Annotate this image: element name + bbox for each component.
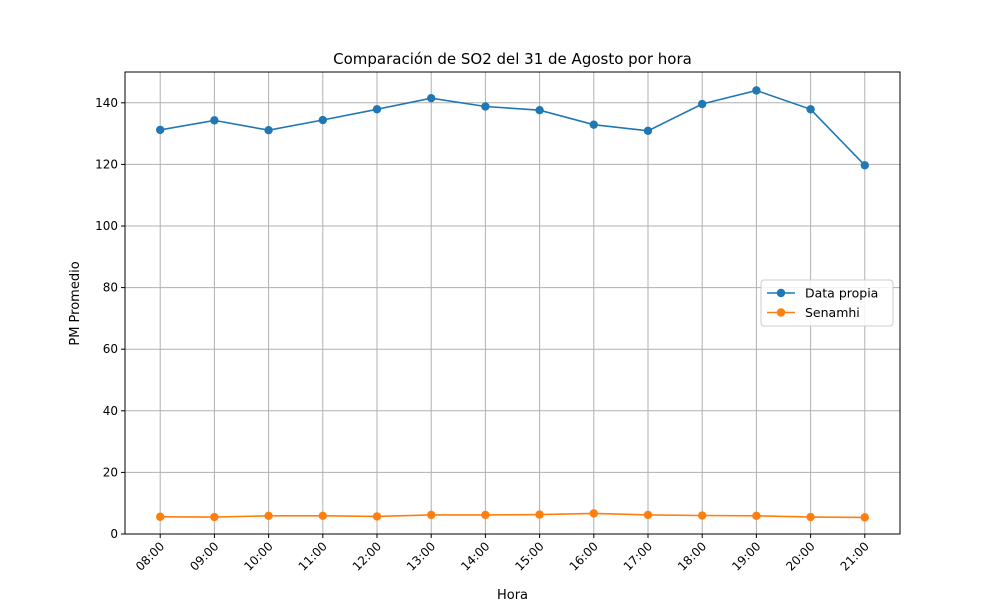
x-tick-label: 14:00 [458, 539, 492, 573]
series-line-1 [160, 512, 865, 519]
data-point-1 [535, 510, 544, 519]
data-point-1 [427, 510, 436, 520]
data-point-1 [643, 510, 653, 520]
x-axis-label: Hora [497, 588, 528, 600]
y-tick-label: 140 [95, 96, 118, 110]
data-point-0 [860, 161, 869, 170]
data-point-1 [210, 512, 219, 522]
data-point-0 [264, 126, 273, 135]
legend-marker-1 [776, 308, 786, 317]
plot-frame [124, 71, 901, 535]
data-point-1 [264, 511, 273, 521]
y-tick-label: 80 [103, 281, 118, 295]
y-tick-label: 100 [95, 219, 118, 233]
y-axis-label: PM Promedio [68, 261, 83, 345]
x-tick-label: 17:00 [621, 539, 655, 573]
series-line-0 [160, 89, 866, 166]
data-point-0 [643, 126, 653, 136]
legend-marker-0 [776, 288, 786, 298]
y-tick-label: 20 [103, 465, 118, 479]
axis-ticks: 08:00 09:00 10:00 11:00 12:00 13:00 14:00 15:00… [95, 96, 872, 574]
x-tick-label: 21:00 [838, 539, 872, 573]
x-tick-label: 20:00 [783, 539, 817, 573]
y-tick-label: 120 [95, 157, 118, 171]
data-point-0 [589, 120, 598, 129]
legend-label-1: Senamhi [805, 305, 860, 320]
data-point-1 [589, 509, 598, 518]
legend: Data propia Senamhi [760, 279, 894, 327]
series-layer [156, 86, 869, 522]
data-point-0 [210, 116, 219, 125]
x-tick-label: 18:00 [675, 539, 709, 573]
data-point-0 [156, 125, 165, 135]
y-tick-label: 60 [103, 342, 118, 356]
x-tick-label: 10:00 [241, 539, 275, 573]
data-point-0 [535, 105, 544, 115]
legend-box [760, 279, 894, 327]
data-point-1 [372, 512, 382, 521]
data-point-1 [481, 510, 490, 520]
data-point-1 [698, 511, 707, 520]
x-tick-label: 15:00 [512, 539, 546, 573]
x-tick-label: 16:00 [567, 539, 601, 573]
y-tick-label: 0 [110, 527, 118, 541]
data-point-1 [318, 511, 327, 521]
x-tick-label: 13:00 [404, 539, 438, 573]
x-tick-label: 12:00 [350, 539, 384, 573]
x-tick-label: 19:00 [729, 539, 763, 573]
y-tick-label: 40 [103, 404, 118, 418]
data-point-0 [318, 115, 327, 125]
data-point-1 [860, 513, 869, 522]
data-point-1 [156, 512, 165, 521]
data-point-0 [481, 102, 490, 111]
data-point-0 [372, 105, 382, 114]
chart-title: Comparación de SO2 del 31 de Agosto por … [333, 50, 692, 68]
data-point-1 [752, 511, 761, 521]
data-point-0 [698, 99, 707, 109]
data-point-1 [806, 512, 815, 522]
legend-label-0: Data propia [805, 286, 878, 301]
x-tick-label: 09:00 [187, 539, 221, 573]
data-point-0 [427, 93, 436, 103]
data-point-0 [752, 86, 761, 95]
data-point-0 [806, 105, 815, 114]
x-tick-label: 11:00 [296, 539, 330, 573]
x-tick-label: 08:00 [133, 539, 167, 573]
